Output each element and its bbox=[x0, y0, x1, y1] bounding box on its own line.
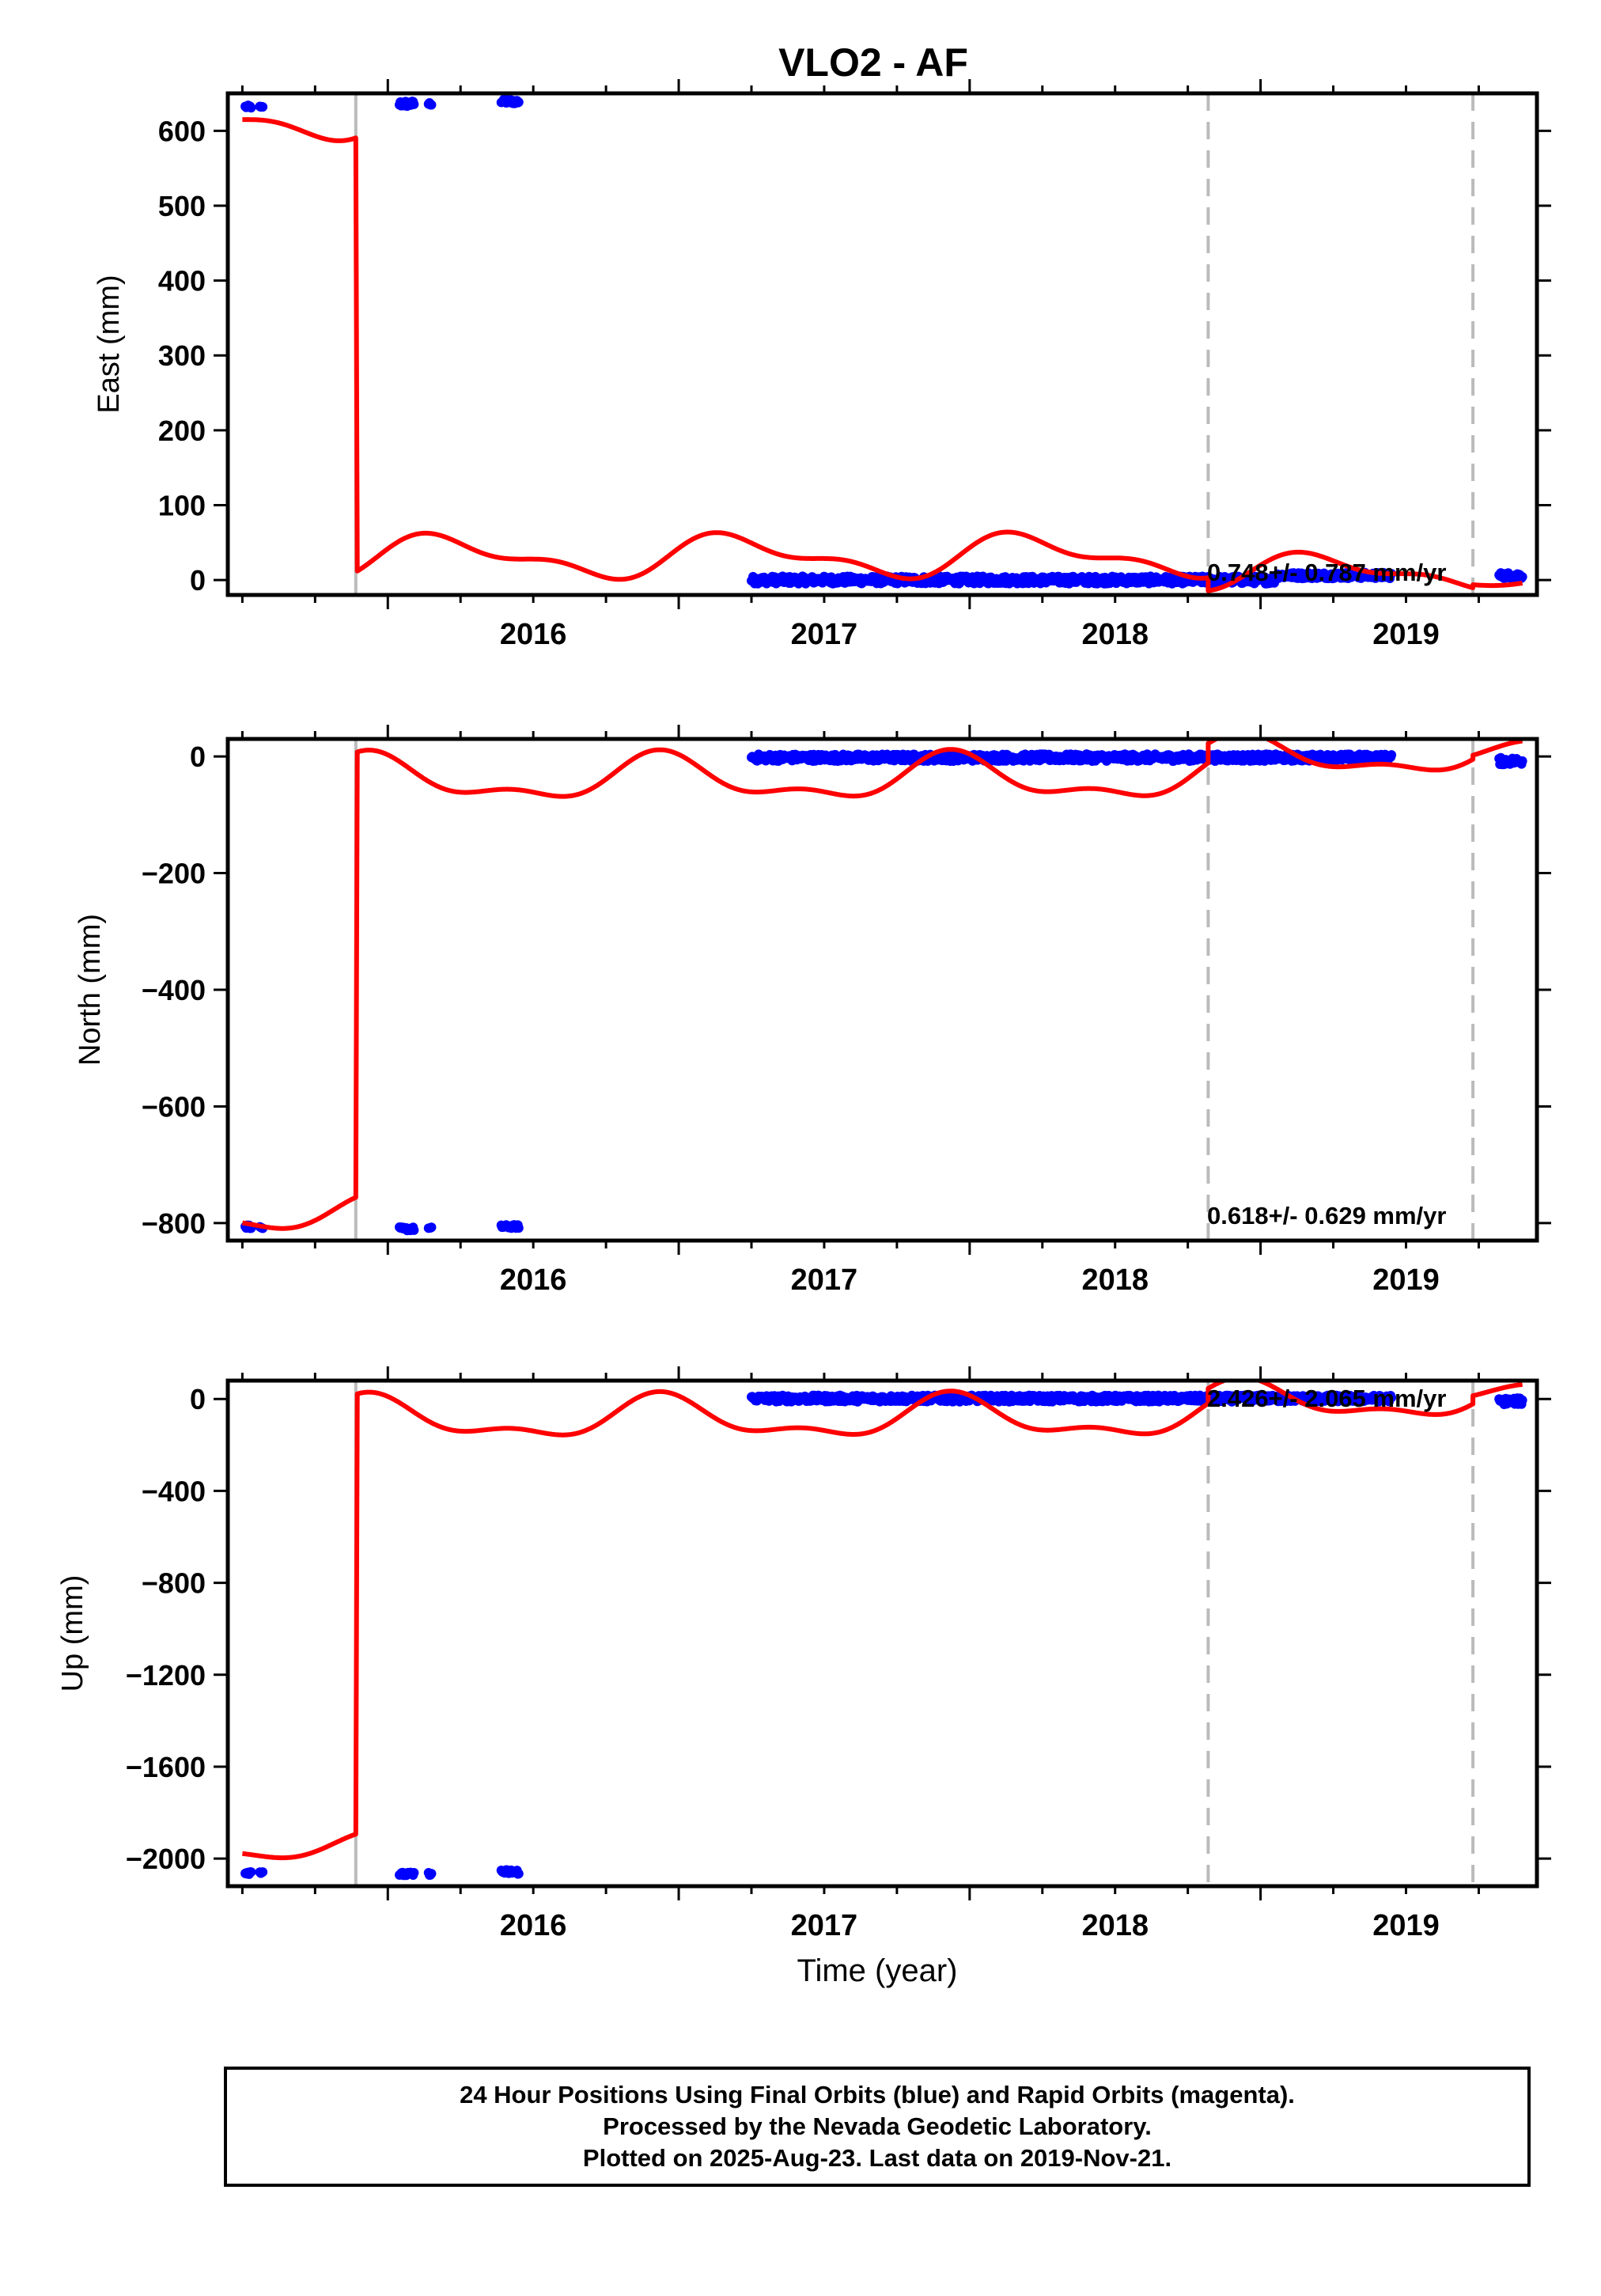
up-y-tick-label: −400 bbox=[142, 1475, 206, 1507]
east-model-curve bbox=[240, 117, 1524, 593]
footer-line-3: Plotted on 2025-Aug-23. Last data on 201… bbox=[583, 2144, 1171, 2172]
east-y-tick-label: 500 bbox=[158, 190, 206, 222]
north-x-tick-label: 2017 bbox=[791, 1264, 858, 1297]
north-model-series bbox=[240, 739, 1524, 1231]
up-x-tick-label: 2017 bbox=[791, 1909, 858, 1942]
up-data-point bbox=[513, 1869, 524, 1879]
north-y-tick-label: 0 bbox=[190, 741, 206, 773]
up-y-tick-label: −1600 bbox=[126, 1751, 206, 1783]
up-y-tick-label: −800 bbox=[142, 1567, 206, 1600]
north-data-point bbox=[513, 1223, 524, 1233]
up-panel: 0 −400 −800 −1200 −1600 −2000 2016 2017 2018 2019… bbox=[56, 1366, 1551, 1942]
north-data-point bbox=[426, 1222, 437, 1233]
east-data-point bbox=[409, 99, 419, 109]
north-plot-frame bbox=[225, 737, 1539, 1243]
east-y-tick-label: 300 bbox=[158, 339, 206, 372]
x-axis-title: Time (year) bbox=[797, 1953, 958, 1988]
east-data-point bbox=[1517, 572, 1527, 582]
north-x-tick-label: 2019 bbox=[1372, 1264, 1440, 1297]
north-data-point bbox=[1517, 756, 1527, 766]
east-y-tick-label: 200 bbox=[158, 415, 206, 447]
footer-box: 24 Hour Positions Using Final Orbits (bl… bbox=[224, 2067, 1531, 2187]
east-model-series bbox=[240, 117, 1524, 593]
north-x-tick-label: 2016 bbox=[500, 1264, 567, 1297]
east-y-tick-label: 600 bbox=[158, 115, 206, 147]
east-data-point bbox=[258, 102, 268, 112]
east-panel: 0 100 200 300 400 500 600 2016 2017 2018 2019 East … bbox=[93, 79, 1551, 651]
east-data-series bbox=[240, 94, 1527, 589]
up-data-point bbox=[409, 1867, 419, 1877]
north-panel: 0 −200 −400 −600 −800 2016 2017 2018 2019 North (… bbox=[74, 725, 1551, 1297]
north-y-axis-title: North (mm) bbox=[74, 914, 107, 1066]
north-x-tick-label: 2018 bbox=[1081, 1264, 1149, 1297]
north-y-tick-label: −800 bbox=[142, 1207, 206, 1240]
east-rate-label: 0.748+/- 0.787 mm/yr bbox=[1207, 559, 1446, 586]
east-x-tick-label: 2016 bbox=[500, 618, 567, 651]
up-y-tick-label: −2000 bbox=[126, 1843, 206, 1875]
east-y-tick-label: 0 bbox=[190, 564, 206, 597]
up-x-tick-label: 2018 bbox=[1081, 1909, 1149, 1942]
north-y-tick-label: −200 bbox=[142, 858, 206, 890]
north-y-tick-label: −400 bbox=[142, 974, 206, 1006]
north-data-point bbox=[409, 1225, 419, 1235]
up-data-point bbox=[246, 1867, 256, 1877]
east-y-axis-title: East (mm) bbox=[93, 275, 126, 413]
up-data-point bbox=[258, 1867, 268, 1877]
east-y-tick-label: 100 bbox=[158, 489, 206, 521]
east-x-tick-label: 2019 bbox=[1372, 618, 1440, 651]
north-model-curve bbox=[240, 739, 1524, 1231]
north-y-tick-label: −600 bbox=[142, 1090, 206, 1123]
up-x-tick-label: 2016 bbox=[500, 1909, 567, 1942]
north-rate-label: 0.618+/- 0.629 mm/yr bbox=[1207, 1202, 1446, 1229]
up-rate-label: 2.426+/- 2.065 mm/yr bbox=[1207, 1385, 1446, 1412]
up-plot-frame bbox=[225, 1378, 1539, 1889]
up-x-tick-label: 2019 bbox=[1372, 1909, 1440, 1942]
north-data-series bbox=[240, 749, 1527, 1236]
up-y-axis-title: Up (mm) bbox=[56, 1575, 89, 1692]
up-y-tick-label: −1200 bbox=[126, 1659, 206, 1692]
east-data-point bbox=[426, 100, 437, 110]
up-y-tick-label: 0 bbox=[190, 1383, 206, 1415]
chart-title: VLO2 - AF bbox=[778, 40, 968, 85]
east-data-point bbox=[513, 97, 524, 108]
up-data-point bbox=[426, 1869, 437, 1879]
east-x-tick-label: 2017 bbox=[791, 618, 858, 651]
up-model-series bbox=[240, 1381, 1524, 1861]
north-data-point bbox=[1387, 750, 1397, 760]
east-y-tick-label: 400 bbox=[158, 265, 206, 297]
up-data-series bbox=[240, 1390, 1527, 1881]
footer-line-2: Processed by the Nevada Geodetic Laborat… bbox=[603, 2112, 1152, 2140]
east-data-point bbox=[246, 103, 256, 113]
up-data-point bbox=[1517, 1395, 1527, 1405]
up-model-curve bbox=[240, 1381, 1524, 1861]
east-plot-frame bbox=[225, 91, 1539, 597]
footer-line-1: 24 Hour Positions Using Final Orbits (bl… bbox=[460, 2081, 1295, 2108]
east-x-tick-label: 2018 bbox=[1081, 618, 1149, 651]
